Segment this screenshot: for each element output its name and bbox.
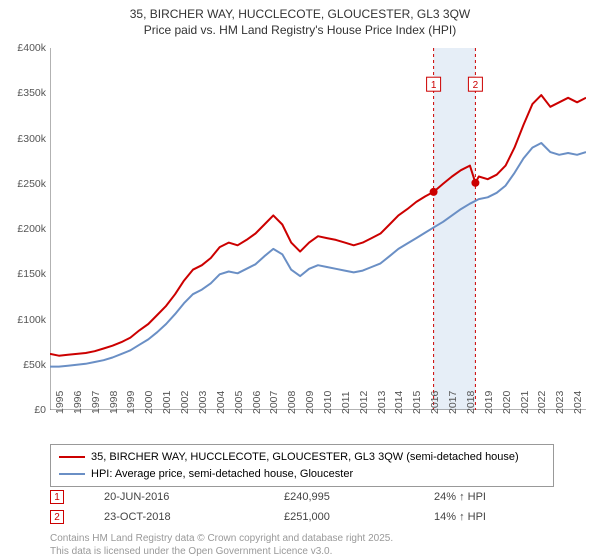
x-tick-label: 2012 <box>358 391 370 414</box>
legend-label-hpi: HPI: Average price, semi-detached house,… <box>91 466 353 483</box>
x-tick-label: 2010 <box>322 391 334 414</box>
marker-price-2: £251,000 <box>284 511 394 523</box>
x-tick-label: 2006 <box>251 391 263 414</box>
x-tick-label: 2024 <box>572 391 584 414</box>
x-tick-label: 2002 <box>179 391 191 414</box>
y-tick-label: £50k <box>23 359 46 371</box>
legend-swatch-price-paid <box>59 456 85 458</box>
x-tick-label: 2009 <box>304 391 316 414</box>
legend-item-price-paid: 35, BIRCHER WAY, HUCCLECOTE, GLOUCESTER,… <box>59 449 545 466</box>
x-tick-label: 2017 <box>447 391 459 414</box>
chart-container: 35, BIRCHER WAY, HUCCLECOTE, GLOUCESTER,… <box>0 0 600 560</box>
marker-row-1: 1 20-JUN-2016 £240,995 24% ↑ HPI <box>50 490 554 504</box>
x-tick-label: 2022 <box>536 391 548 414</box>
marker-date-2: 23-OCT-2018 <box>104 511 244 523</box>
x-tick-label: 2000 <box>143 391 155 414</box>
x-tick-label: 2004 <box>215 391 227 414</box>
x-tick-label: 2007 <box>268 391 280 414</box>
x-tick-label: 1997 <box>90 391 102 414</box>
title-line-1: 35, BIRCHER WAY, HUCCLECOTE, GLOUCESTER,… <box>0 6 600 22</box>
marker-badge-1: 1 <box>50 490 64 504</box>
y-tick-label: £300k <box>17 133 46 145</box>
legend-item-hpi: HPI: Average price, semi-detached house,… <box>59 466 545 483</box>
x-tick-label: 2015 <box>411 391 423 414</box>
x-tick-label: 2021 <box>519 391 531 414</box>
x-tick-label: 2020 <box>501 391 513 414</box>
marker-delta-1: 24% ↑ HPI <box>434 491 554 503</box>
y-tick-label: £150k <box>17 268 46 280</box>
footer-line-1: Contains HM Land Registry data © Crown c… <box>50 532 393 545</box>
y-tick-label: £100k <box>17 314 46 326</box>
x-tick-label: 2001 <box>161 391 173 414</box>
marker-date-1: 20-JUN-2016 <box>104 491 244 503</box>
chart-title: 35, BIRCHER WAY, HUCCLECOTE, GLOUCESTER,… <box>0 0 600 38</box>
y-tick-label: £400k <box>17 42 46 54</box>
x-tick-label: 2019 <box>483 391 495 414</box>
y-tick-label: £250k <box>17 178 46 190</box>
attribution-footer: Contains HM Land Registry data © Crown c… <box>50 532 393 558</box>
x-tick-label: 2011 <box>340 391 352 414</box>
x-tick-label: 1996 <box>72 391 84 414</box>
x-tick-label: 2014 <box>393 391 405 414</box>
svg-text:2: 2 <box>473 80 479 91</box>
marker-delta-2: 14% ↑ HPI <box>434 511 554 523</box>
x-tick-label: 2016 <box>429 391 441 414</box>
x-tick-label: 1998 <box>108 391 120 414</box>
marker-price-1: £240,995 <box>284 491 394 503</box>
x-tick-label: 1999 <box>125 391 137 414</box>
x-tick-label: 2013 <box>376 391 388 414</box>
title-line-2: Price paid vs. HM Land Registry's House … <box>0 22 600 38</box>
y-tick-label: £200k <box>17 223 46 235</box>
svg-text:1: 1 <box>431 80 437 91</box>
legend-label-price-paid: 35, BIRCHER WAY, HUCCLECOTE, GLOUCESTER,… <box>91 449 519 466</box>
x-tick-label: 2005 <box>233 391 245 414</box>
legend-swatch-hpi <box>59 473 85 475</box>
footer-line-2: This data is licensed under the Open Gov… <box>50 545 393 558</box>
x-tick-label: 2018 <box>465 391 477 414</box>
marker-row-2: 2 23-OCT-2018 £251,000 14% ↑ HPI <box>50 510 554 524</box>
x-tick-label: 1995 <box>54 391 66 414</box>
marker-badge-2: 2 <box>50 510 64 524</box>
x-tick-label: 2023 <box>554 391 566 414</box>
x-tick-label: 2003 <box>197 391 209 414</box>
line-chart: 12 <box>50 48 586 410</box>
y-tick-label: £350k <box>17 87 46 99</box>
x-tick-label: 2008 <box>286 391 298 414</box>
legend: 35, BIRCHER WAY, HUCCLECOTE, GLOUCESTER,… <box>50 444 554 487</box>
chart-area: 12 £0£50k£100k£150k£200k£250k£300k£350k£… <box>50 48 586 410</box>
y-tick-label: £0 <box>34 404 46 416</box>
